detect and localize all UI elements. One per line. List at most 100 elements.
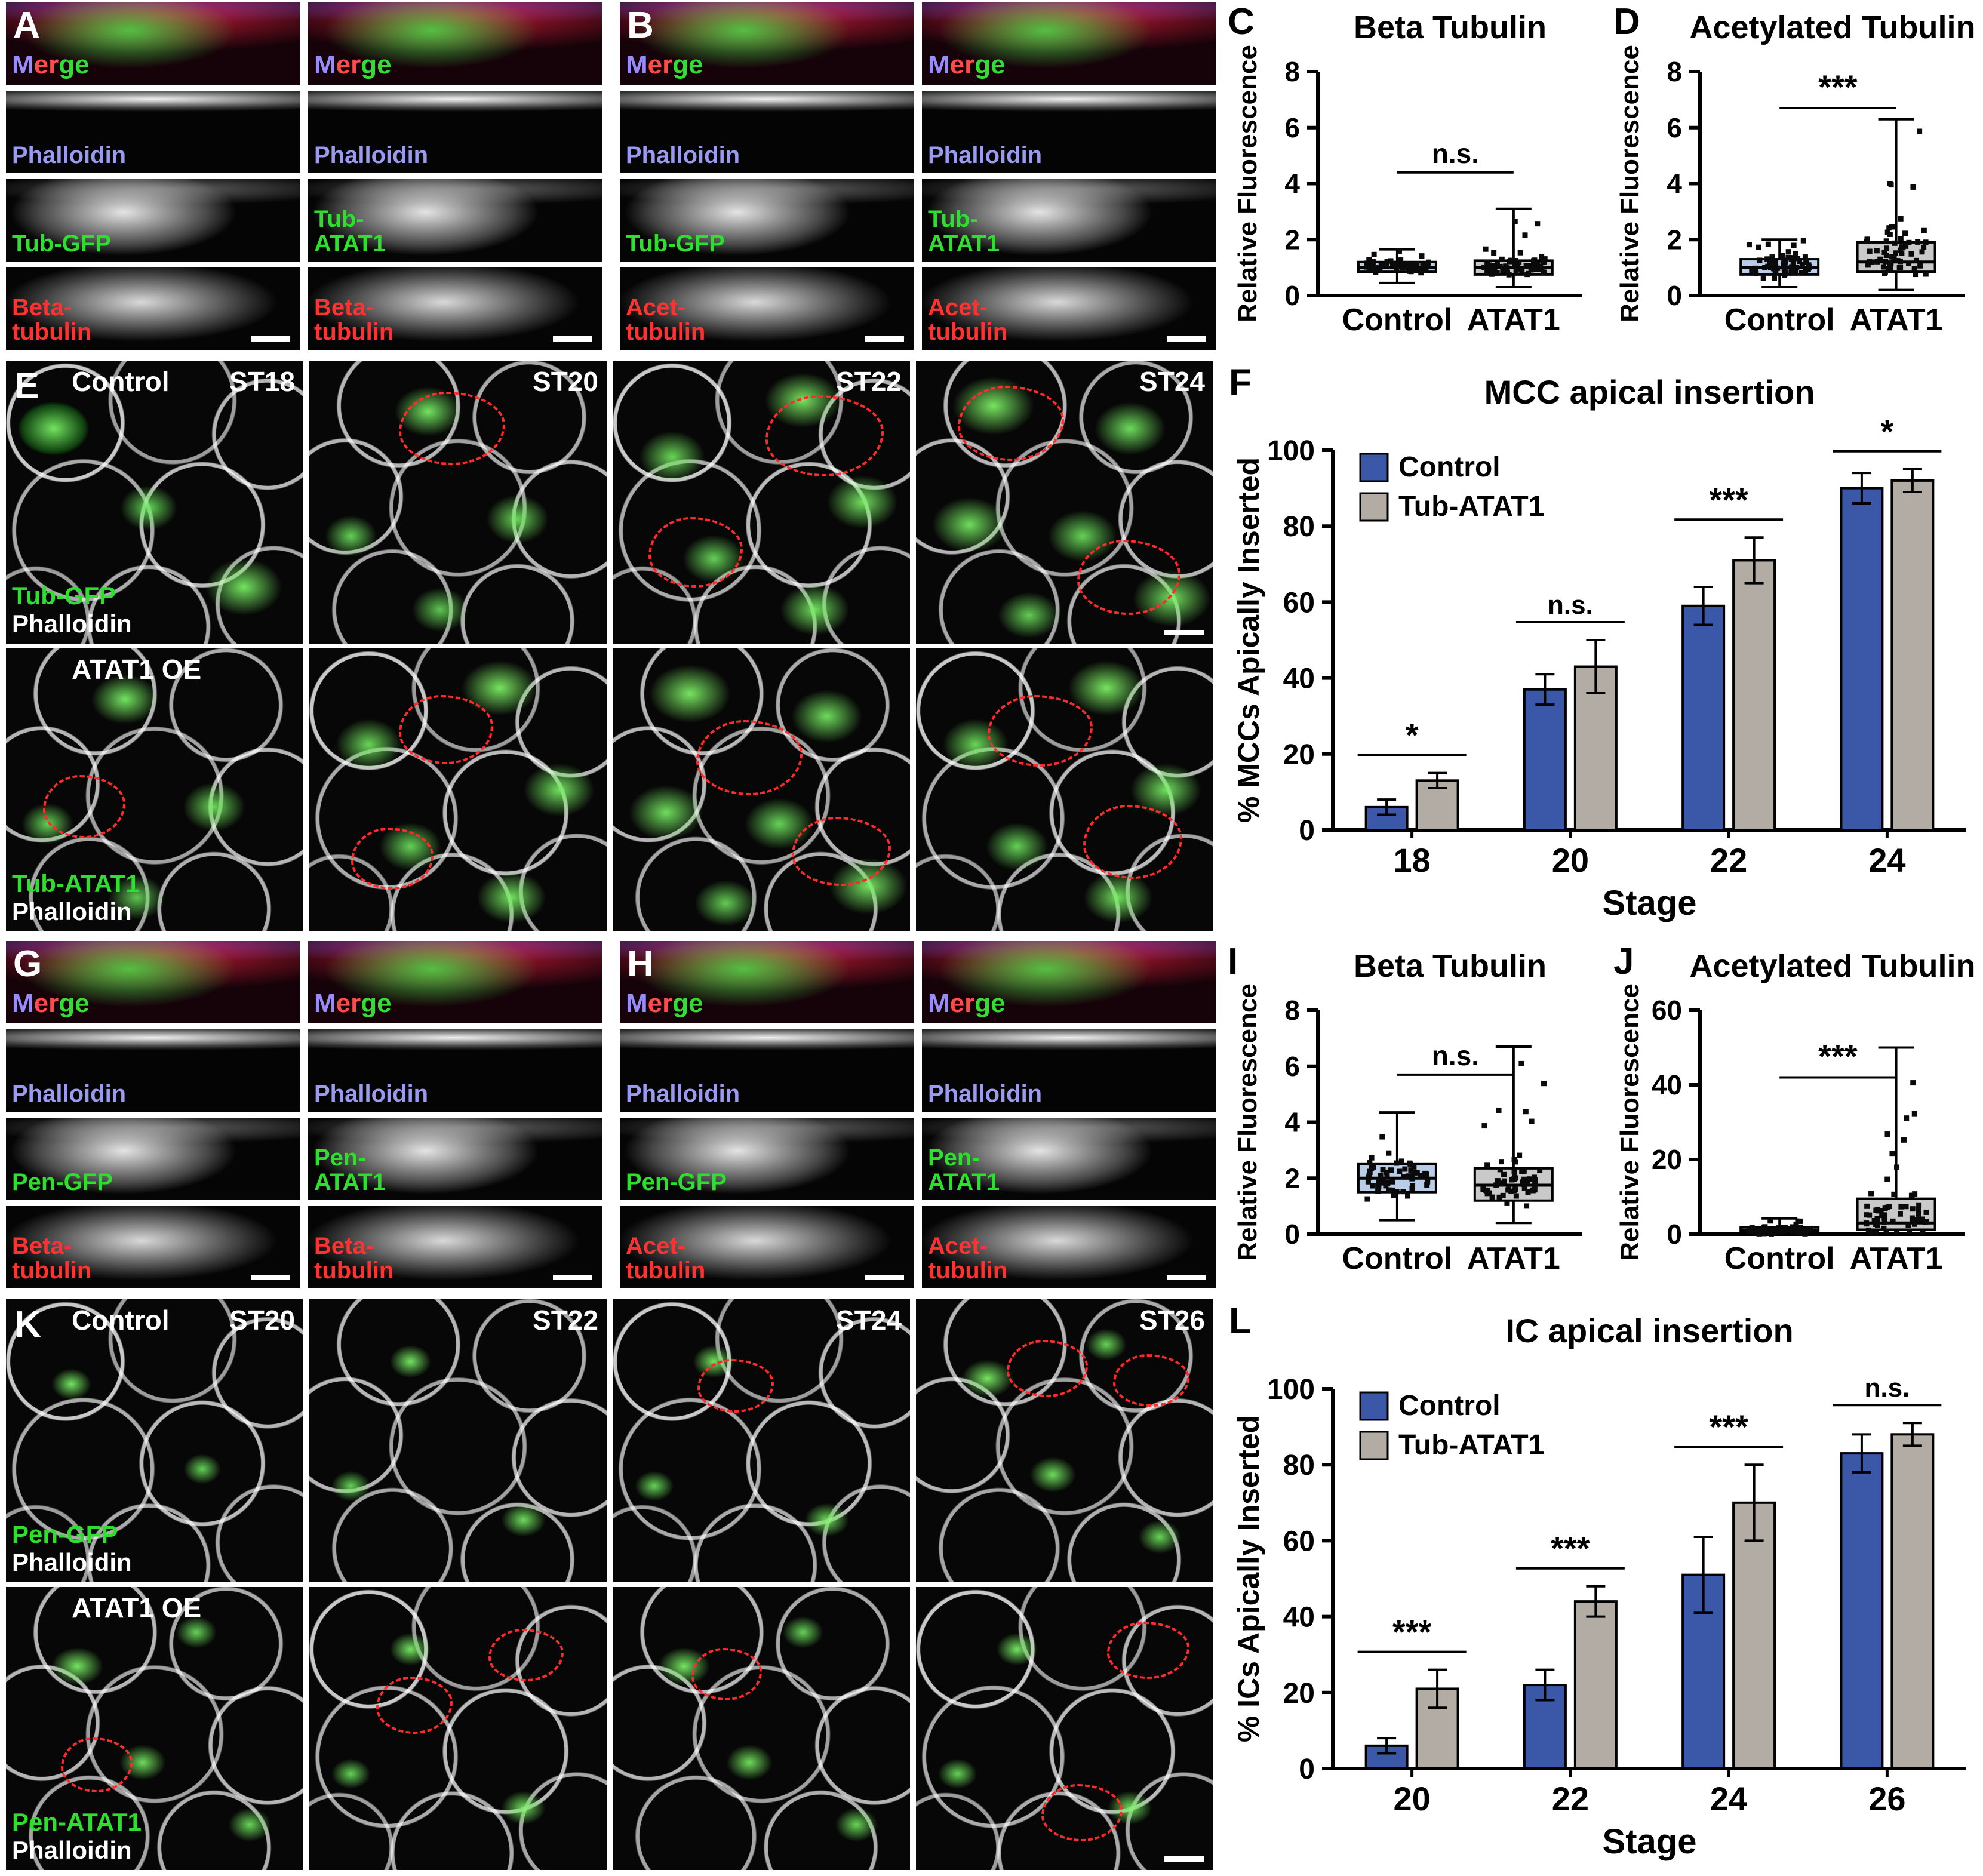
dashed-outline bbox=[1077, 540, 1180, 615]
condition-label: ATAT1 OE bbox=[72, 654, 202, 685]
svg-text:20: 20 bbox=[1283, 1678, 1315, 1709]
svg-text:ATAT1: ATAT1 bbox=[1850, 303, 1943, 337]
channel-label: Beta- tubulin bbox=[314, 294, 394, 346]
merge-label-part: ge bbox=[974, 50, 1006, 79]
svg-text:n.s.: n.s. bbox=[1432, 1040, 1479, 1071]
svg-text:ATAT1: ATAT1 bbox=[1467, 303, 1560, 337]
svg-text:0: 0 bbox=[1667, 280, 1682, 311]
enface-image-atat1oe-st20: ATAT1 OE Pen-ATAT1 Phalloidin bbox=[6, 1587, 303, 1870]
xz-image-merge: Merge bbox=[922, 2, 1216, 85]
xz-image-phalloidin: Phalloidin bbox=[620, 1029, 914, 1112]
dashed-outline bbox=[376, 1677, 453, 1734]
svg-text:6: 6 bbox=[1667, 112, 1682, 143]
merge-label-part: ge bbox=[672, 989, 703, 1018]
svg-text:40: 40 bbox=[1652, 1069, 1682, 1100]
merge-label-part: ge bbox=[361, 50, 392, 79]
dashed-outline bbox=[1041, 1784, 1123, 1841]
condition-label: Control bbox=[72, 1305, 170, 1336]
enface-image-control-st24: ST24 bbox=[916, 361, 1213, 644]
enface-image-atat1oe-st18: ATAT1 OE Tub-ATAT1 Phalloidin bbox=[6, 648, 303, 931]
svg-text:20: 20 bbox=[1552, 841, 1589, 879]
xz-image-pen-gfp: Pen-GFP bbox=[6, 1118, 300, 1200]
svg-text:***: *** bbox=[1392, 1613, 1432, 1651]
channel-label: Pen-GFP bbox=[626, 1169, 727, 1196]
enface-image-control-st20: Control ST20 Pen-GFP Phalloidin bbox=[6, 1299, 303, 1582]
xz-image-pen-gfp: Pen-GFP bbox=[620, 1118, 914, 1200]
svg-text:0: 0 bbox=[1667, 1219, 1682, 1250]
xz-image-tubulin-gfp: Tub-GFP bbox=[6, 179, 300, 262]
channel-label: Tub-GFP bbox=[12, 581, 116, 610]
dashed-outline bbox=[351, 828, 434, 890]
stage-label: ST18 bbox=[229, 366, 295, 397]
merge-label-part: ge bbox=[59, 989, 90, 1018]
xz-image-acet-tubulin: Acet- tubulin bbox=[620, 267, 914, 350]
svg-text:20: 20 bbox=[1283, 739, 1315, 771]
svg-text:% ICs Apically Inserted: % ICs Apically Inserted bbox=[1232, 1415, 1265, 1742]
channel-label: Phalloidin bbox=[626, 1081, 740, 1108]
channel-label: Tub-ATAT1 bbox=[12, 869, 140, 897]
xz-image-merge: Merge bbox=[620, 2, 914, 85]
channel-label: Tub-GFP bbox=[626, 230, 725, 257]
panel-letter-G: G bbox=[13, 943, 42, 985]
svg-text:Relative Fluorescence: Relative Fluorescence bbox=[1615, 45, 1644, 322]
scale-bar bbox=[553, 336, 592, 342]
panel-letter-E: E bbox=[14, 365, 39, 407]
svg-text:Acetylated Tubulin: Acetylated Tubulin bbox=[1689, 10, 1975, 45]
merge-label-part: M bbox=[12, 50, 34, 79]
panel-letter-K: K bbox=[14, 1304, 41, 1345]
channel-labels: Tub-ATAT1 Phalloidin bbox=[12, 869, 140, 925]
channel-label: Acet- tubulin bbox=[928, 1232, 1008, 1284]
svg-text:Stage: Stage bbox=[1603, 1822, 1697, 1861]
xz-image-acet-tubulin: Acet- tubulin bbox=[922, 267, 1216, 350]
enface-image-control-st22: ST22 bbox=[309, 1299, 607, 1582]
svg-text:Beta Tubulin: Beta Tubulin bbox=[1354, 948, 1547, 984]
xz-image-beta-tubulin: Beta- tubulin bbox=[6, 1206, 300, 1288]
merge-label: Merge bbox=[314, 50, 392, 80]
xz-image-beta-tubulin: Beta- tubulin bbox=[6, 267, 300, 350]
scale-bar bbox=[553, 1275, 592, 1280]
merge-label-part: er bbox=[336, 989, 361, 1018]
panel-letter-C: C bbox=[1228, 1, 1255, 42]
xz-image-merge: Merge bbox=[6, 941, 300, 1023]
merge-label: Merge bbox=[928, 989, 1006, 1019]
channel-labels: Pen-ATAT1 Phalloidin bbox=[12, 1808, 142, 1864]
merge-label-part: M bbox=[314, 989, 336, 1018]
channel-label: Beta- tubulin bbox=[12, 1232, 92, 1284]
dashed-outline bbox=[1007, 1340, 1088, 1397]
enface-image-atat1oe-st22 bbox=[613, 648, 910, 931]
channel-labels: Tub-GFP Phalloidin bbox=[12, 582, 132, 638]
enface-image-atat1oe-st26 bbox=[916, 1587, 1213, 1870]
svg-text:ATAT1: ATAT1 bbox=[1467, 1241, 1560, 1276]
panel-letter-H: H bbox=[627, 943, 654, 985]
svg-text:8: 8 bbox=[1667, 56, 1682, 87]
channel-label: Beta- tubulin bbox=[12, 294, 92, 346]
condition-label: ATAT1 OE bbox=[72, 1592, 202, 1623]
channel-label: Pen- ATAT1 bbox=[928, 1144, 1000, 1196]
svg-text:2: 2 bbox=[1667, 224, 1682, 255]
dashed-outline bbox=[648, 517, 743, 588]
dashed-outline bbox=[765, 395, 884, 476]
xz-image-tub-atat1: Tub- ATAT1 bbox=[308, 179, 602, 262]
channel-label: Phalloidin bbox=[12, 1081, 127, 1108]
panel-letter-A: A bbox=[13, 5, 40, 46]
svg-text:0: 0 bbox=[1299, 1754, 1315, 1785]
condition-label: Control bbox=[72, 366, 170, 397]
channel-label: Acet- tubulin bbox=[928, 294, 1008, 346]
boxplot-beta-tubulin-mcc: Beta Tubulin 0 2 4 6 8 Relative Fluorescence Co… bbox=[1225, 0, 1600, 358]
svg-text:8: 8 bbox=[1284, 995, 1300, 1026]
channel-label: Pen-ATAT1 bbox=[12, 1807, 142, 1836]
enface-image-control-st18: Control ST18 Tub-GFP Phalloidin bbox=[6, 361, 303, 644]
channel-label: Tub- ATAT1 bbox=[928, 205, 1000, 257]
svg-text:100: 100 bbox=[1267, 435, 1315, 467]
svg-text:24: 24 bbox=[1868, 841, 1905, 879]
xz-image-pen-atat1: Pen- ATAT1 bbox=[922, 1118, 1216, 1200]
svg-text:Tub-ATAT1: Tub-ATAT1 bbox=[1398, 1429, 1544, 1461]
channel-label: Tub- ATAT1 bbox=[314, 205, 386, 257]
svg-text:n.s.: n.s. bbox=[1548, 591, 1593, 620]
merge-label-part: er bbox=[647, 989, 673, 1018]
svg-text:80: 80 bbox=[1283, 511, 1315, 543]
chart-D-svg: Acetylated Tubulin 0 2 4 6 8 Relative Fluoresc… bbox=[1615, 10, 1976, 337]
stage-label: ST22 bbox=[836, 366, 902, 397]
merge-label: Merge bbox=[626, 50, 703, 80]
enface-image-control-st20: ST20 bbox=[309, 361, 607, 644]
